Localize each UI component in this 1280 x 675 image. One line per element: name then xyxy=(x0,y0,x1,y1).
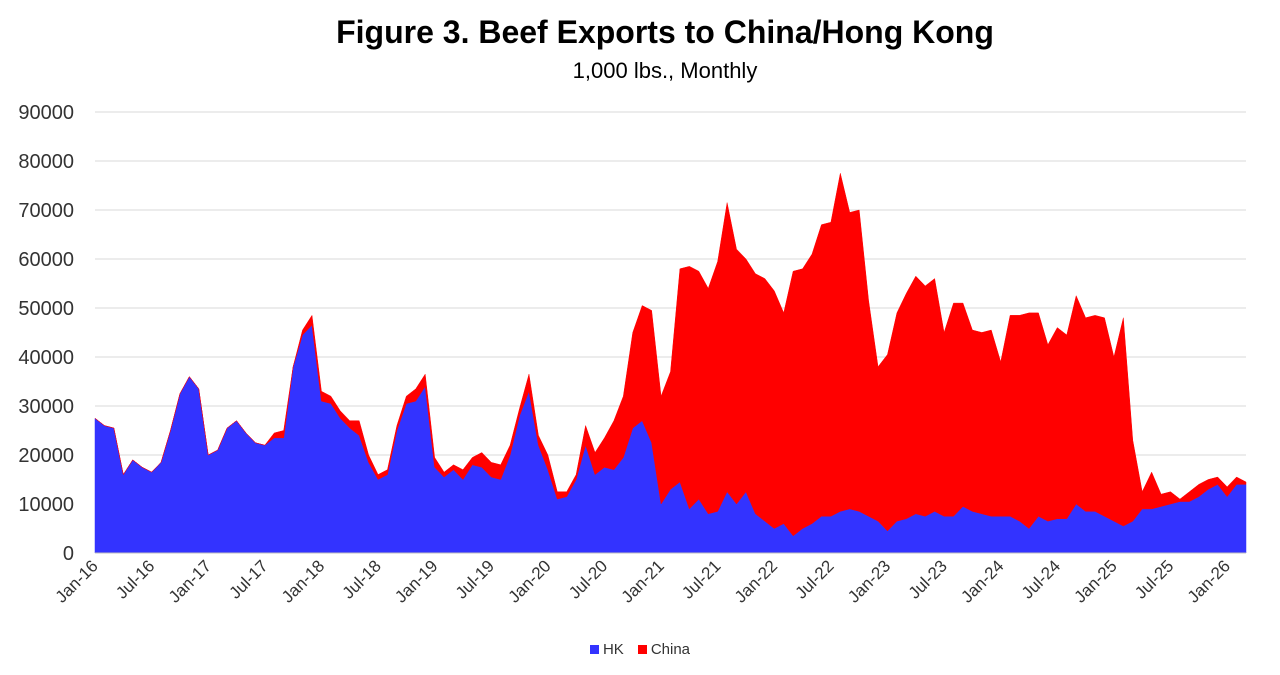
x-tick-label: Jul-16 xyxy=(112,556,158,602)
legend-item-china: China xyxy=(637,641,691,658)
x-tick-label: Jan-21 xyxy=(618,556,668,606)
x-tick-label: Jul-22 xyxy=(792,556,838,602)
legend: HK China xyxy=(0,641,1280,658)
plot-area xyxy=(94,173,1247,554)
x-tick-label: Jan-22 xyxy=(731,556,781,606)
x-tick-label: Jul-24 xyxy=(1018,556,1064,602)
legend-label-hk: HK xyxy=(602,641,624,658)
x-tick-label: Jul-23 xyxy=(905,556,951,602)
area-series-china xyxy=(94,173,1247,537)
y-tick-label: 90000 xyxy=(18,102,74,124)
y-axis: 0 10000 20000 30000 40000 50000 60000 70000 8000… xyxy=(18,102,74,565)
legend-item-hk: HK xyxy=(589,641,624,658)
y-tick-label: 20000 xyxy=(18,445,74,467)
legend-label-china: China xyxy=(650,641,691,658)
y-tick-label: 0 xyxy=(63,543,74,565)
x-tick-label: Jul-20 xyxy=(565,556,611,602)
x-tick-label: Jan-16 xyxy=(52,556,102,606)
x-tick-label: Jan-18 xyxy=(278,556,328,606)
chart-subtitle: 1,000 lbs., Monthly xyxy=(572,58,758,83)
y-tick-label: 30000 xyxy=(18,396,74,418)
x-tick-label: Jul-25 xyxy=(1131,556,1177,602)
y-tick-label: 60000 xyxy=(18,249,74,271)
x-tick-label: Jul-18 xyxy=(339,556,385,602)
y-tick-label: 50000 xyxy=(18,298,74,320)
y-tick-label: 70000 xyxy=(18,200,74,222)
y-tick-label: 10000 xyxy=(18,494,74,516)
x-tick-label: Jan-23 xyxy=(844,556,894,606)
x-axis: Jan-16 Jul-16 Jan-17 Jul-17 Jan-18 Jul-18 Jan-… xyxy=(52,552,1246,607)
x-tick-label: Jan-19 xyxy=(391,556,441,606)
x-tick-label: Jan-25 xyxy=(1071,556,1121,606)
chart-title: Figure 3. Beef Exports to China/Hong Kon… xyxy=(336,14,994,50)
y-tick-label: 80000 xyxy=(18,151,74,173)
x-tick-label: Jul-17 xyxy=(225,556,271,602)
x-tick-label: Jan-17 xyxy=(165,556,215,606)
x-tick-label: Jul-19 xyxy=(452,556,498,602)
legend-swatch-china xyxy=(637,645,647,654)
x-tick-label: Jan-20 xyxy=(504,556,554,606)
legend-swatch-hk xyxy=(589,645,599,654)
x-tick-label: Jan-24 xyxy=(957,556,1007,606)
x-tick-label: Jul-21 xyxy=(678,556,724,602)
y-tick-label: 40000 xyxy=(18,347,74,369)
x-tick-label: Jan-26 xyxy=(1184,556,1234,606)
